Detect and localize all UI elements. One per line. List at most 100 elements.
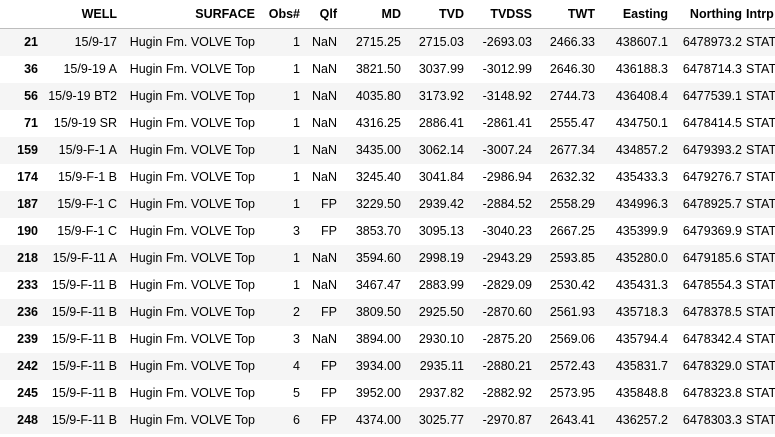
- obs-cell: 2: [293, 305, 300, 319]
- surface-cell: Hugin Fm. VOLVE Top: [129, 332, 255, 346]
- intrp-cell: STAT: [746, 89, 775, 103]
- northing-cell: 6479185.6: [682, 251, 742, 265]
- tvd-cell: 2998.19: [418, 251, 464, 265]
- tvdss-cell: -3148.92: [482, 89, 532, 103]
- well-cell: 15/9-F-1 C: [57, 197, 117, 211]
- well-cell: 15/9-F-11 B: [51, 386, 117, 400]
- northing-cell: 6478329.0: [682, 359, 742, 373]
- intrp-header: Intrp: [746, 0, 775, 29]
- table-row: 242 15/9-F-11 B Hugin Fm. VOLVE Top 4 FP 3934…: [0, 353, 775, 380]
- well-cell: 15/9-F-11 B: [51, 305, 117, 319]
- tvd-cell: 3037.99: [418, 62, 464, 76]
- easting-cell: 436408.4: [615, 89, 668, 103]
- intrp-cell: STAT: [746, 251, 775, 265]
- row-index: 36: [24, 62, 38, 76]
- easting-cell: 435433.3: [615, 170, 668, 184]
- intrp-cell: STAT: [746, 224, 775, 238]
- md-cell: 3467.47: [355, 278, 401, 292]
- obs-cell: 1: [293, 143, 300, 157]
- md-cell: 4035.80: [355, 89, 401, 103]
- table-row: 174 15/9-F-1 B Hugin Fm. VOLVE Top 1 NaN 3245…: [0, 164, 775, 191]
- qlf-cell: NaN: [311, 332, 337, 346]
- twt-cell: 2643.41: [549, 413, 595, 427]
- easting-cell: 436257.2: [615, 413, 668, 427]
- row-index: 159: [17, 143, 38, 157]
- qlf-cell: NaN: [311, 62, 337, 76]
- tvd-cell: 2925.50: [418, 305, 464, 319]
- surface-cell: Hugin Fm. VOLVE Top: [129, 197, 255, 211]
- table-row: 233 15/9-F-11 B Hugin Fm. VOLVE Top 1 NaN 346…: [0, 272, 775, 299]
- md-cell: 3245.40: [355, 170, 401, 184]
- northing-cell: 6478323.8: [682, 386, 742, 400]
- surface-cell: Hugin Fm. VOLVE Top: [129, 278, 255, 292]
- row-index: 71: [24, 116, 38, 130]
- row-index: 218: [17, 251, 38, 265]
- obs-cell: 1: [293, 278, 300, 292]
- intrp-cell: STAT: [746, 116, 775, 130]
- northing-cell: 6478378.5: [682, 305, 742, 319]
- table-body: 21 15/9-17 Hugin Fm. VOLVE Top 1 NaN 2715.25 2…: [0, 28, 775, 434]
- obs-cell: 1: [293, 35, 300, 49]
- northing-cell: 6478554.3: [682, 278, 742, 292]
- md-cell: 3809.50: [355, 305, 401, 319]
- md-cell: 3894.00: [355, 332, 401, 346]
- tvdss-cell: -2882.92: [482, 386, 532, 400]
- northing-cell: 6478303.3: [682, 413, 742, 427]
- well-cell: 15/9-F-1 A: [58, 143, 117, 157]
- obs-cell: 5: [293, 386, 300, 400]
- twt-cell: 2530.42: [549, 278, 595, 292]
- twt-cell: 2593.85: [549, 251, 595, 265]
- table-row: 71 15/9-19 SR Hugin Fm. VOLVE Top 1 NaN 4316.…: [0, 110, 775, 137]
- easting-cell: 438607.1: [615, 35, 668, 49]
- surface-cell: Hugin Fm. VOLVE Top: [129, 224, 255, 238]
- intrp-cell: STAT: [746, 359, 775, 373]
- obs-cell: 1: [293, 89, 300, 103]
- table-row: 56 15/9-19 BT2 Hugin Fm. VOLVE Top 1 NaN 4035…: [0, 83, 775, 110]
- obs-cell: 1: [293, 116, 300, 130]
- table-row: 245 15/9-F-11 B Hugin Fm. VOLVE Top 5 FP 3952…: [0, 380, 775, 407]
- tvd-cell: 2886.41: [418, 116, 464, 130]
- qlf-cell: NaN: [311, 170, 337, 184]
- easting-cell: 435399.9: [615, 224, 668, 238]
- index-header: [0, 0, 42, 29]
- table-row: 239 15/9-F-11 B Hugin Fm. VOLVE Top 3 NaN 389…: [0, 326, 775, 353]
- twt-cell: 2466.33: [549, 35, 595, 49]
- intrp-cell: STAT: [746, 197, 775, 211]
- obs-cell: 4: [293, 359, 300, 373]
- intrp-cell: STAT: [746, 413, 775, 427]
- surface-cell: Hugin Fm. VOLVE Top: [129, 35, 255, 49]
- qlf-header: Qlf: [304, 0, 341, 29]
- twt-cell: 2646.30: [549, 62, 595, 76]
- intrp-cell: STAT: [746, 62, 775, 76]
- easting-cell: 435718.3: [615, 305, 668, 319]
- tvd-cell: 2883.99: [418, 278, 464, 292]
- surface-cell: Hugin Fm. VOLVE Top: [129, 170, 255, 184]
- intrp-cell: STAT: [746, 35, 775, 49]
- twt-cell: 2558.29: [549, 197, 595, 211]
- northing-cell: 6479393.2: [682, 143, 742, 157]
- qlf-cell: FP: [321, 413, 337, 427]
- qlf-cell: NaN: [311, 35, 337, 49]
- qlf-cell: FP: [321, 224, 337, 238]
- intrp-cell: STAT: [746, 143, 775, 157]
- northing-header: Northing: [672, 0, 746, 29]
- md-cell: 3853.70: [355, 224, 401, 238]
- qlf-cell: FP: [321, 305, 337, 319]
- twt-cell: 2677.34: [549, 143, 595, 157]
- row-index: 187: [17, 197, 38, 211]
- twt-cell: 2632.32: [549, 170, 595, 184]
- tvdss-cell: -2870.60: [482, 305, 532, 319]
- md-cell: 3435.00: [355, 143, 401, 157]
- well-cell: 15/9-F-1 C: [57, 224, 117, 238]
- northing-cell: 6477539.1: [682, 89, 742, 103]
- qlf-cell: FP: [321, 386, 337, 400]
- row-index: 239: [17, 332, 38, 346]
- easting-cell: 435280.0: [615, 251, 668, 265]
- tvdss-cell: -2829.09: [482, 278, 532, 292]
- northing-cell: 6478342.4: [682, 332, 742, 346]
- intrp-cell: STAT: [746, 386, 775, 400]
- easting-cell: 435848.8: [615, 386, 668, 400]
- tvdss-cell: -2884.52: [482, 197, 532, 211]
- surface-cell: Hugin Fm. VOLVE Top: [129, 116, 255, 130]
- row-index: 242: [17, 359, 38, 373]
